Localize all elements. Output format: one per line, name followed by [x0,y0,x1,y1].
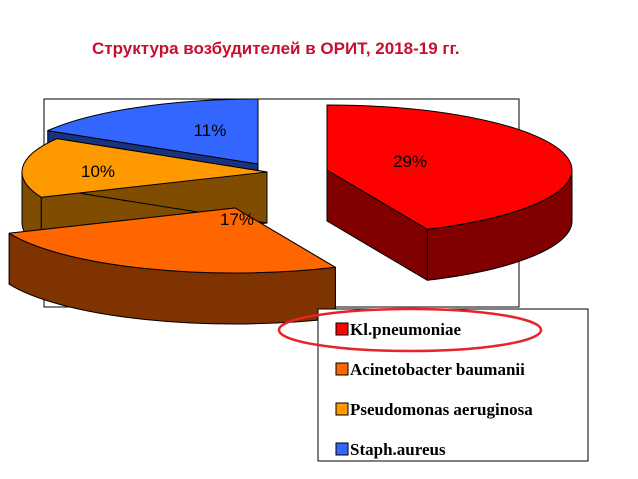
legend-label: Kl.pneumoniae [350,320,461,339]
slice-top [21,138,268,198]
legend: Kl.pneumoniae Acinetobacter baumanii Pseud… [317,308,589,462]
slice-acinetobacter-baumanii [8,207,336,325]
slice-top [326,104,573,230]
legend-item: Pseudomonas aeruginosa [335,400,533,419]
pie-chart: 29% 17% 10% 11% [8,98,573,325]
legend-label: Staph.aureus [350,440,446,459]
slice-top [47,98,259,165]
legend-label: Pseudomonas aeruginosa [350,400,533,419]
legend-swatch [335,402,349,416]
legend-box [317,308,589,462]
page-title: Структура возбудителей в ОРИТ, 2018-19 г… [92,39,460,58]
data-label: 29% [393,152,427,171]
data-label: 10% [81,162,115,181]
legend-swatch [335,442,349,456]
legend-item: Staph.aureus [335,440,446,459]
slice-top [8,207,336,274]
slice-kl-pneumoniae [326,104,573,281]
legend-label: Acinetobacter baumanii [350,360,525,379]
data-label: 17% [220,210,254,229]
legend-item: Kl.pneumoniae [335,320,461,339]
legend-highlight-ellipse [277,307,543,353]
legend-swatch [335,362,349,376]
legend-swatch [335,322,349,336]
legend-item: Acinetobacter baumanii [335,360,525,379]
data-label: 11% [194,121,227,140]
